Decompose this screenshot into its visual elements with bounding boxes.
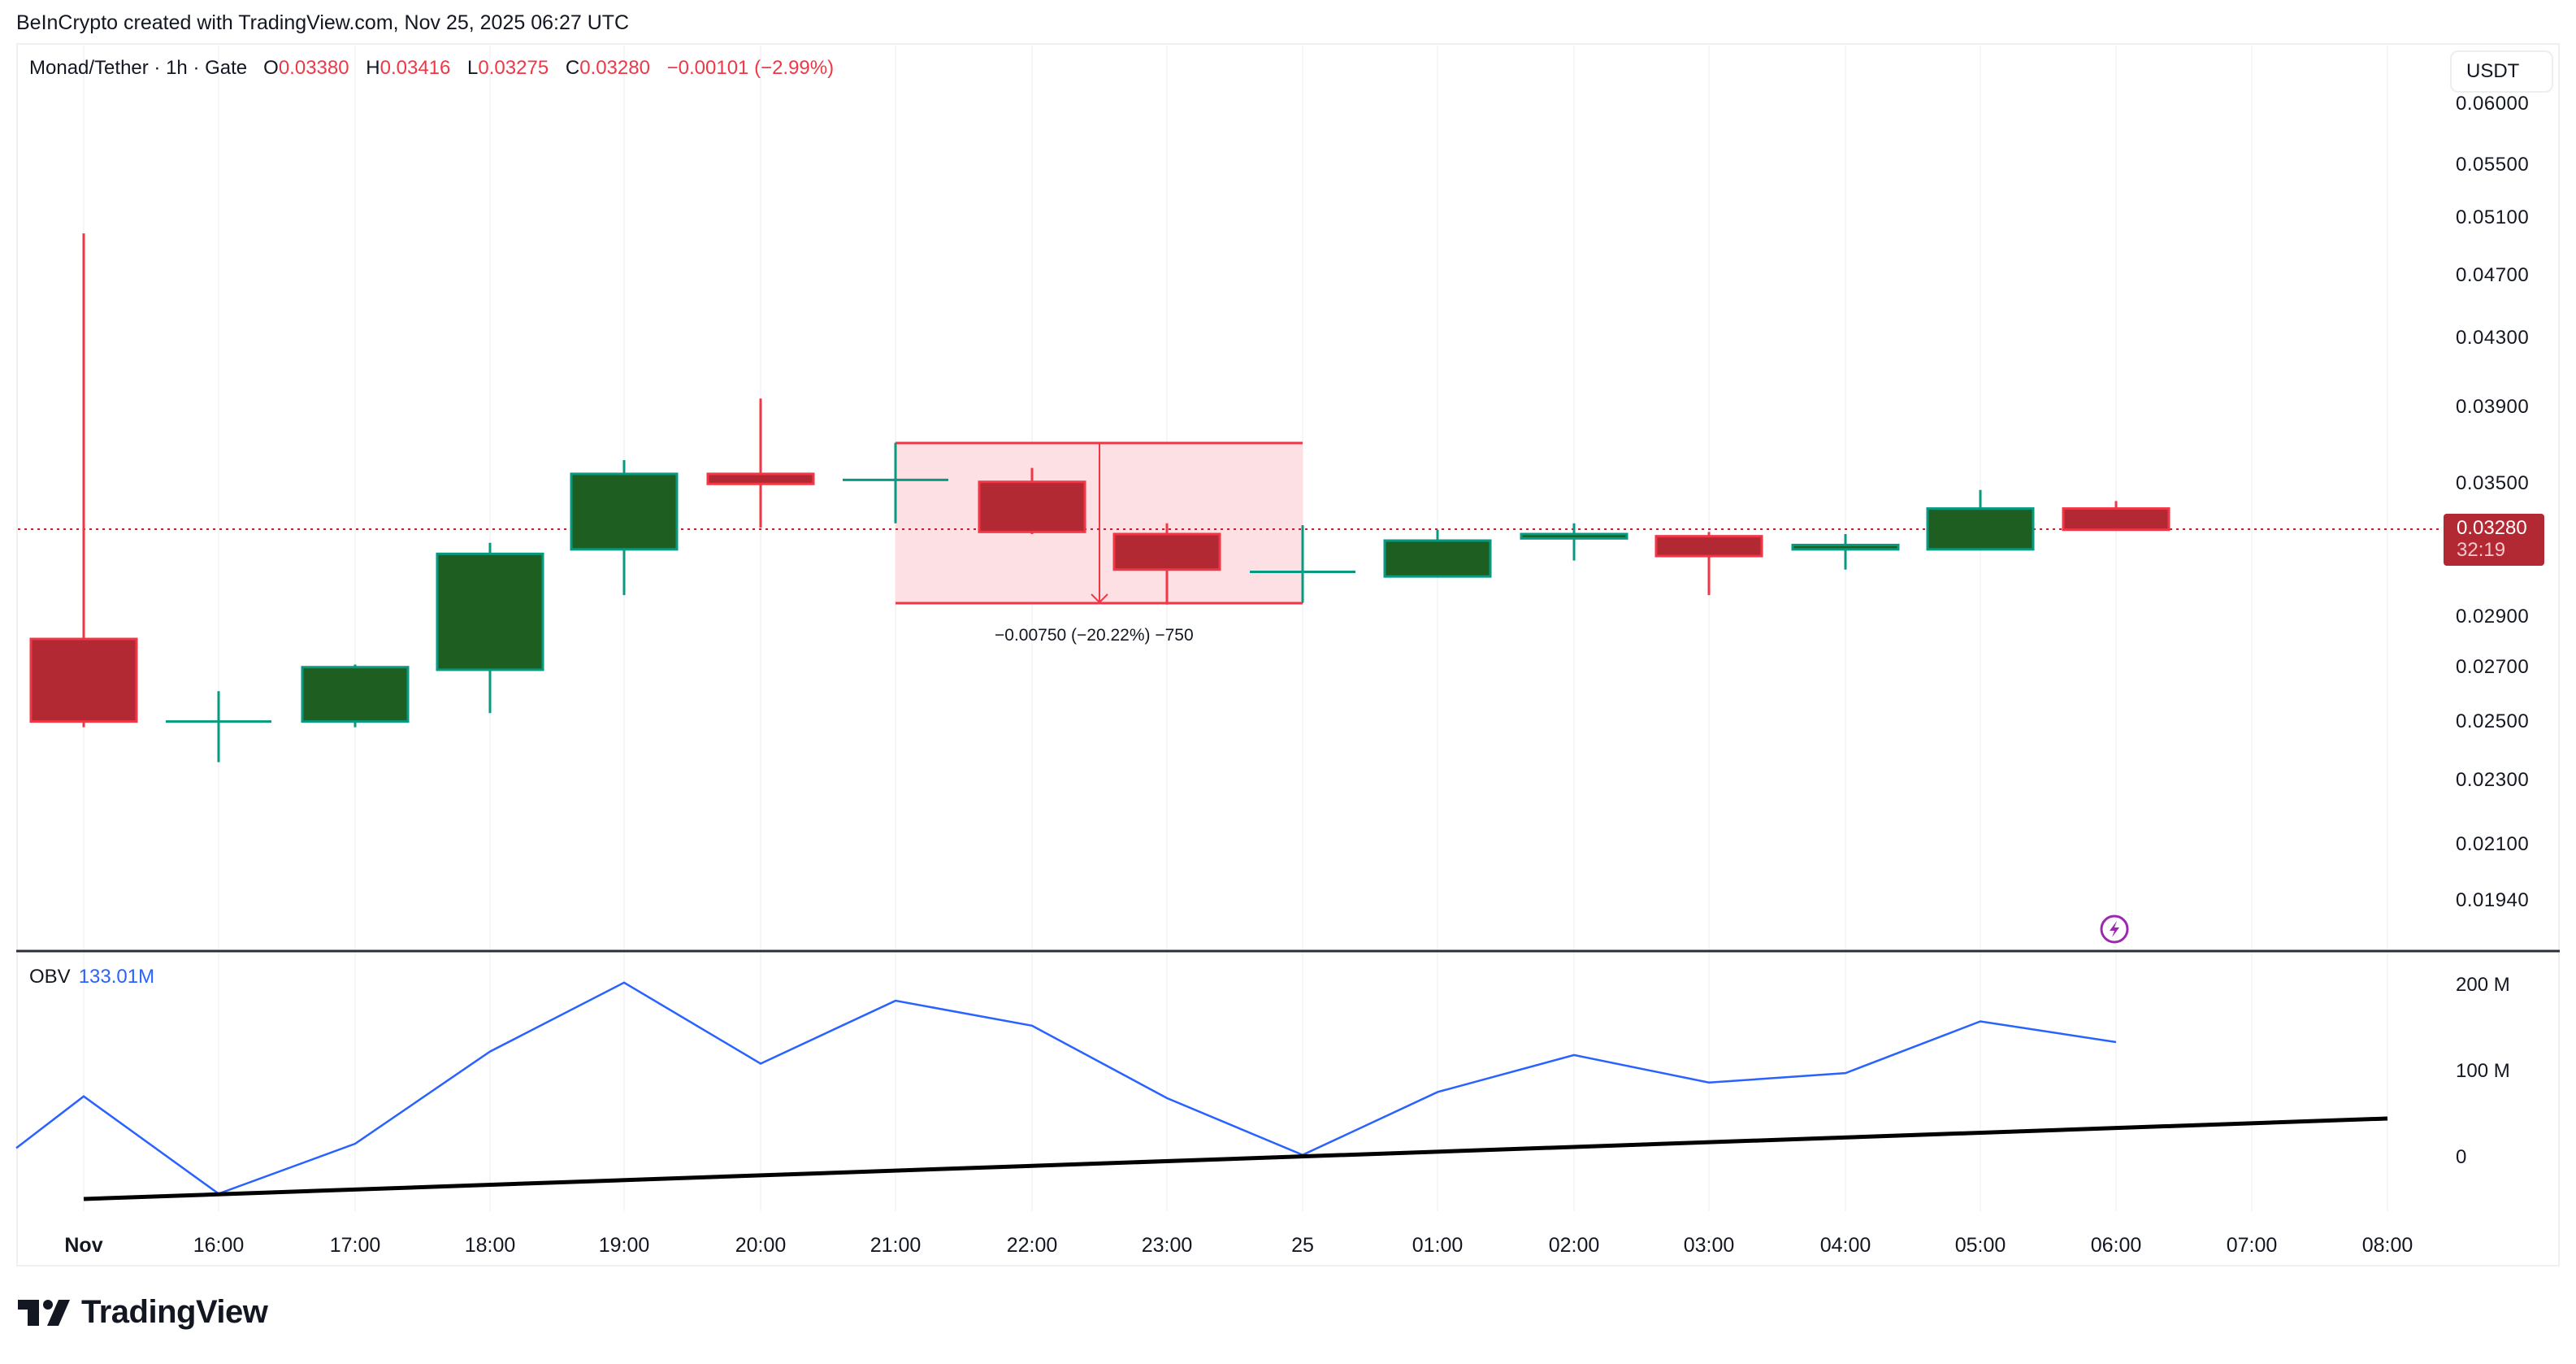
last-price-badge: 0.03280 32:19 xyxy=(2444,514,2544,566)
time-axis-tick: 01:00 xyxy=(1412,1234,1464,1257)
price-axis-tick: 0.04700 xyxy=(2456,264,2530,287)
obv-line xyxy=(15,981,2117,1195)
low-value: 0.03275 xyxy=(478,57,549,79)
candle[interactable] xyxy=(1383,529,1492,578)
candle[interactable] xyxy=(436,542,544,714)
price-axis-tick: 0.02100 xyxy=(2456,833,2530,856)
candle[interactable] xyxy=(1654,532,1763,596)
candle[interactable] xyxy=(301,664,410,728)
candle[interactable] xyxy=(166,691,271,762)
obv-axis-tick: 100 M xyxy=(2456,1060,2510,1082)
tradingview-logo[interactable]: TradingView xyxy=(18,1294,268,1331)
price-axis-tick: 0.03900 xyxy=(2456,396,2530,419)
candle[interactable] xyxy=(29,233,138,728)
candle[interactable] xyxy=(706,398,815,528)
tradingview-logo-icon xyxy=(18,1299,70,1326)
high-value: 0.03416 xyxy=(379,57,451,79)
candle[interactable] xyxy=(1250,525,1355,602)
candle[interactable] xyxy=(978,467,1086,534)
obv-trendline[interactable] xyxy=(83,1116,2388,1201)
price-axis-tick: 0.03500 xyxy=(2456,472,2530,495)
obv-value: 133.01M xyxy=(78,966,155,988)
time-axis-tick: 03:00 xyxy=(1683,1234,1735,1257)
low-label: L xyxy=(467,57,479,79)
candle[interactable] xyxy=(843,442,948,523)
price-axis-tick: 0.06000 xyxy=(2456,93,2530,115)
currency-button[interactable]: USDT xyxy=(2450,50,2553,93)
candle[interactable] xyxy=(1112,523,1221,605)
close-value: 0.03280 xyxy=(579,57,650,79)
price-axis-tick: 0.02700 xyxy=(2456,655,2530,678)
price-axis-tick: 0.01940 xyxy=(2456,888,2530,911)
time-axis-tick: 25 xyxy=(1291,1234,1314,1257)
attribution-text: BeInCrypto created with TradingView.com,… xyxy=(16,11,630,34)
time-axis-tick: 04:00 xyxy=(1819,1234,1871,1257)
obv-axis-tick: 200 M xyxy=(2456,974,2510,996)
open-label: O xyxy=(263,57,279,79)
arrow-down-icon xyxy=(1091,593,1108,604)
candle[interactable] xyxy=(1520,523,1628,561)
time-axis-tick: Nov xyxy=(64,1234,103,1257)
time-axis-tick: 06:00 xyxy=(2090,1234,2142,1257)
time-axis-tick: 19:00 xyxy=(598,1234,650,1257)
price-axis-tick: 0.05500 xyxy=(2456,153,2530,176)
brand-name: TradingView xyxy=(81,1294,268,1330)
obv-label: OBV xyxy=(29,966,71,988)
symbol-title: Monad/Tether · 1h · Gate xyxy=(29,57,248,79)
measure-label: −0.00750 (−20.22%) −750 xyxy=(995,626,1194,645)
vertical-gridlines xyxy=(83,46,2388,1211)
close-label: C xyxy=(565,57,580,79)
time-axis-tick: 23:00 xyxy=(1141,1234,1193,1257)
last-price-value: 0.03280 xyxy=(2457,517,2527,539)
candle[interactable] xyxy=(1791,533,1900,570)
change-value: −0.00101 (−2.99%) xyxy=(666,57,835,79)
time-axis-tick: 17:00 xyxy=(329,1234,381,1257)
time-axis-tick: 20:00 xyxy=(735,1234,787,1257)
open-value: 0.03380 xyxy=(278,57,349,79)
time-axis-tick: 18:00 xyxy=(464,1234,516,1257)
candle[interactable] xyxy=(570,459,679,596)
candlestick-series xyxy=(29,233,2171,762)
price-axis-tick: 0.02300 xyxy=(2456,769,2530,792)
time-axis-tick: 22:00 xyxy=(1006,1234,1058,1257)
time-axis-tick: 05:00 xyxy=(1954,1234,2006,1257)
high-label: H xyxy=(366,57,380,79)
time-axis-tick: 08:00 xyxy=(2361,1234,2413,1257)
candle[interactable] xyxy=(1926,489,2035,551)
symbol-legend: Monad/Tether · 1h · Gate O0.03380 H0.034… xyxy=(29,57,834,80)
obv-legend: OBV 133.01M xyxy=(29,966,154,988)
obv-axis-tick: 0 xyxy=(2456,1146,2467,1168)
lightning-icon[interactable] xyxy=(2099,914,2130,945)
time-axis-tick: 21:00 xyxy=(870,1234,922,1257)
candle[interactable] xyxy=(2062,501,2171,532)
time-axis-tick: 02:00 xyxy=(1548,1234,1600,1257)
price-axis-tick: 0.02900 xyxy=(2456,605,2530,628)
time-axis-tick: 16:00 xyxy=(193,1234,245,1257)
price-range-measure[interactable] xyxy=(896,441,1303,605)
price-axis-tick: 0.05100 xyxy=(2456,206,2530,229)
bar-countdown: 32:19 xyxy=(2457,539,2506,561)
price-axis-tick: 0.02500 xyxy=(2456,710,2530,732)
price-axis-tick: 0.04300 xyxy=(2456,327,2530,350)
time-axis-tick: 07:00 xyxy=(2226,1234,2278,1257)
